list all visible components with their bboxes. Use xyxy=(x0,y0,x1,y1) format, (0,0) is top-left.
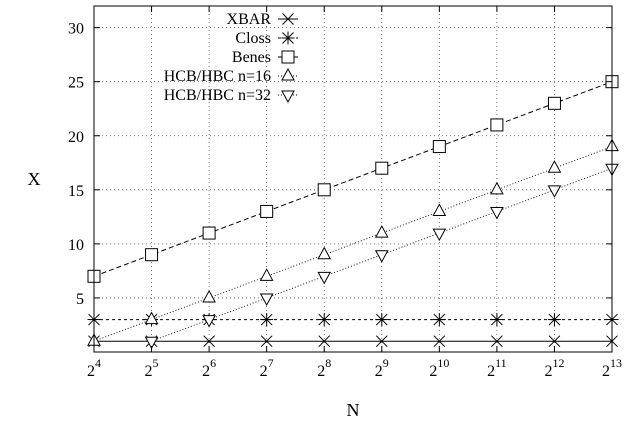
point-hcb-hbc-n-16 xyxy=(490,181,504,195)
point-benes xyxy=(490,118,504,132)
y-tick-label: 5 xyxy=(76,291,84,308)
point-hcb-hbc-n-16 xyxy=(432,203,447,216)
point-xbar xyxy=(491,335,503,348)
legend-marker-xbar xyxy=(282,13,294,25)
point-benes xyxy=(260,204,274,218)
legend-marker-hcb-hbc-n-16 xyxy=(281,67,295,81)
point-hcb-hbc-n-32 xyxy=(432,228,447,242)
plot-frame xyxy=(93,5,613,353)
point-hcb-hbc-n-16 xyxy=(547,160,562,173)
point-benes xyxy=(317,183,331,197)
ticks: 24 25 26 27 28 29 210 211 212 213 5 10 15 20 25 30 xyxy=(68,6,622,380)
legend-label-hcb-hbc-n-16: HCB/HBC n=16 xyxy=(164,68,271,85)
point-hcb-hbc-n-32 xyxy=(317,271,332,285)
point-hcb-hbc-n-32 xyxy=(259,293,274,306)
point-benes xyxy=(547,96,561,110)
legend-marker-hcb-hbc-n-32 xyxy=(281,90,295,104)
point-xbar xyxy=(260,335,273,348)
point-hcb-hbc-n-32 xyxy=(144,336,159,350)
point-hcb-hbc-n-16 xyxy=(202,289,216,303)
point-hcb-hbc-n-32 xyxy=(547,185,562,198)
x-tick-label: 26 xyxy=(202,356,216,380)
x-tick-label: 28 xyxy=(317,356,331,380)
point-hcb-hbc-n-16 xyxy=(259,268,274,281)
y-tick-label: 25 xyxy=(68,75,84,92)
point-hcb-hbc-n-16 xyxy=(144,311,159,325)
legend-label-benes: Benes xyxy=(232,49,271,66)
y-tick-label: 30 xyxy=(68,21,84,38)
point-benes xyxy=(145,248,159,262)
point-closs xyxy=(490,313,504,327)
x-tick-label: 210 xyxy=(429,356,449,380)
series-line-benes xyxy=(93,81,613,277)
y-tick-label: 15 xyxy=(68,183,84,200)
point-benes xyxy=(375,161,389,175)
point-hcb-hbc-n-32 xyxy=(202,315,216,328)
x-tick-label: 212 xyxy=(544,356,564,380)
point-hcb-hbc-n-16 xyxy=(374,225,389,238)
point-xbar xyxy=(375,335,388,348)
series-lines xyxy=(93,81,613,342)
series-line-hcb-hbc-n-32 xyxy=(151,167,613,342)
legend: XBAR Closs Benes HCB/HBC n=16 HCB/HBC n=32 xyxy=(164,11,298,104)
legend-marker-closs xyxy=(281,31,295,45)
point-closs xyxy=(375,313,389,327)
point-xbar xyxy=(318,335,331,348)
legend-label-closs: Closs xyxy=(235,30,271,47)
point-closs xyxy=(260,313,274,327)
x-tick-label: 25 xyxy=(145,356,159,380)
point-xbar xyxy=(433,335,446,348)
point-hcb-hbc-n-32 xyxy=(374,250,389,263)
point-hcb-hbc-n-32 xyxy=(490,206,504,220)
point-closs xyxy=(547,313,561,327)
point-closs xyxy=(432,313,446,327)
x-axis-label: N xyxy=(347,400,360,420)
x-tick-label: 211 xyxy=(487,356,507,380)
x-tick-label: 27 xyxy=(260,356,274,380)
point-closs xyxy=(317,313,331,327)
legend-label-hcb-hbc-n-32: HCB/HBC n=32 xyxy=(164,87,271,104)
point-xbar xyxy=(548,335,561,348)
point-benes xyxy=(202,226,216,240)
x-tick-label: 213 xyxy=(602,356,622,380)
series-line-hcb-hbc-n-16 xyxy=(93,146,613,342)
point-hcb-hbc-n-16 xyxy=(317,246,332,260)
point-xbar xyxy=(203,335,215,348)
x-tick-label: 24 xyxy=(87,356,101,380)
series-markers xyxy=(87,75,619,350)
legend-label-xbar: XBAR xyxy=(227,11,272,28)
y-tick-label: 10 xyxy=(68,237,84,254)
y-axis-label: X xyxy=(28,169,41,189)
legend-marker-benes xyxy=(281,50,295,64)
point-benes xyxy=(432,140,446,154)
y-tick-label: 20 xyxy=(68,129,84,146)
x-tick-label: 29 xyxy=(375,356,389,380)
